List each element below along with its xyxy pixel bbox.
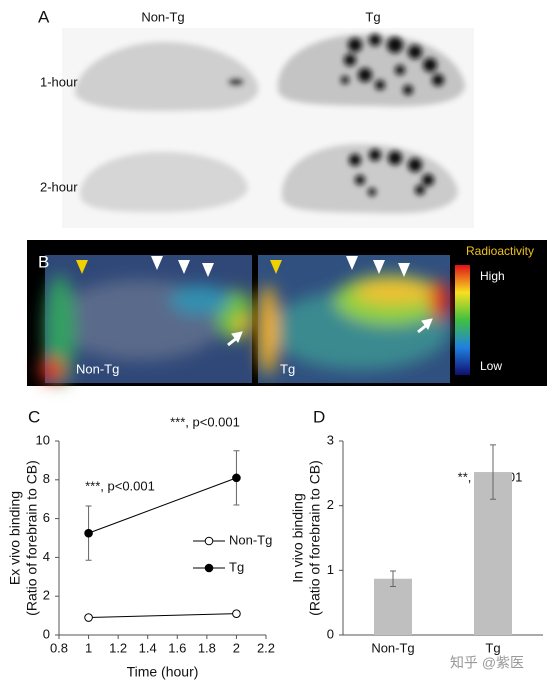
y-axis-label: (Ratio of forebrain to CB) — [307, 460, 323, 616]
x-tick-label: 1.4 — [139, 640, 157, 655]
legend-marker — [204, 536, 214, 546]
column-label: Tg — [365, 9, 380, 24]
y-axis-label: Ex vivo binding — [7, 491, 23, 585]
brain-images — [75, 34, 465, 214]
panel-label: C — [28, 407, 40, 426]
y-tick-label: 6 — [43, 510, 50, 525]
y-axis-label: (Ratio of forebrain to CB) — [24, 460, 40, 616]
panel-label: B — [38, 252, 49, 271]
x-tick-label: 0.8 — [50, 640, 68, 655]
watermark: 知乎 @紫医 — [450, 655, 524, 671]
mri-pet-images — [40, 255, 470, 385]
column-label: Non-Tg — [141, 9, 184, 24]
error-bar — [390, 570, 396, 587]
row-label: 2-hour — [40, 179, 78, 194]
x-axis-label: Time (hour) — [127, 664, 199, 680]
y-tick-label: 3 — [327, 432, 334, 447]
y-tick-label: 8 — [43, 471, 50, 486]
legend-marker — [204, 563, 214, 573]
x-tick-label: 2.2 — [257, 640, 275, 655]
data-point — [84, 528, 93, 538]
panel-label: D — [313, 407, 325, 426]
x-tick-label: 1.2 — [109, 640, 127, 655]
y-tick-label: 2 — [327, 497, 334, 512]
data-point — [232, 609, 241, 618]
legend-label: Non-Tg — [229, 532, 272, 547]
image-label: Tg — [280, 361, 295, 376]
annotation: ***, p<0.001 — [85, 478, 155, 493]
image-label: Non-Tg — [76, 361, 119, 376]
colorbar-title: Radioactivity — [466, 244, 534, 258]
y-tick-label: 1 — [327, 562, 334, 577]
y-axis-label: In vivo binding — [290, 493, 306, 583]
data-point — [84, 613, 93, 622]
data-point — [232, 473, 241, 483]
series-line — [88, 477, 237, 534]
x-tick-label: Non-Tg — [371, 640, 414, 655]
x-tick-label: 1.8 — [198, 640, 216, 655]
error-bar — [490, 444, 496, 500]
legend-label: Tg — [229, 559, 244, 574]
series-line — [88, 613, 237, 619]
panel-label: A — [38, 7, 50, 26]
x-tick-label: 2 — [233, 640, 240, 655]
x-tick-label: 1 — [85, 640, 92, 655]
x-tick-label: Tg — [485, 640, 500, 655]
colorbar-high: High — [480, 269, 505, 283]
colorbar-low: Low — [480, 359, 502, 373]
x-tick-label: 1.6 — [168, 640, 186, 655]
annotation: ***, p<0.001 — [170, 414, 240, 429]
y-tick-label: 0 — [43, 626, 50, 641]
y-tick-label: 4 — [43, 549, 50, 564]
bar — [374, 578, 412, 635]
plaque-signal — [341, 34, 444, 196]
y-tick-label: 0 — [327, 626, 334, 641]
row-label: 1-hour — [40, 74, 78, 89]
y-tick-label: 10 — [36, 432, 50, 447]
y-tick-label: 2 — [43, 588, 50, 603]
